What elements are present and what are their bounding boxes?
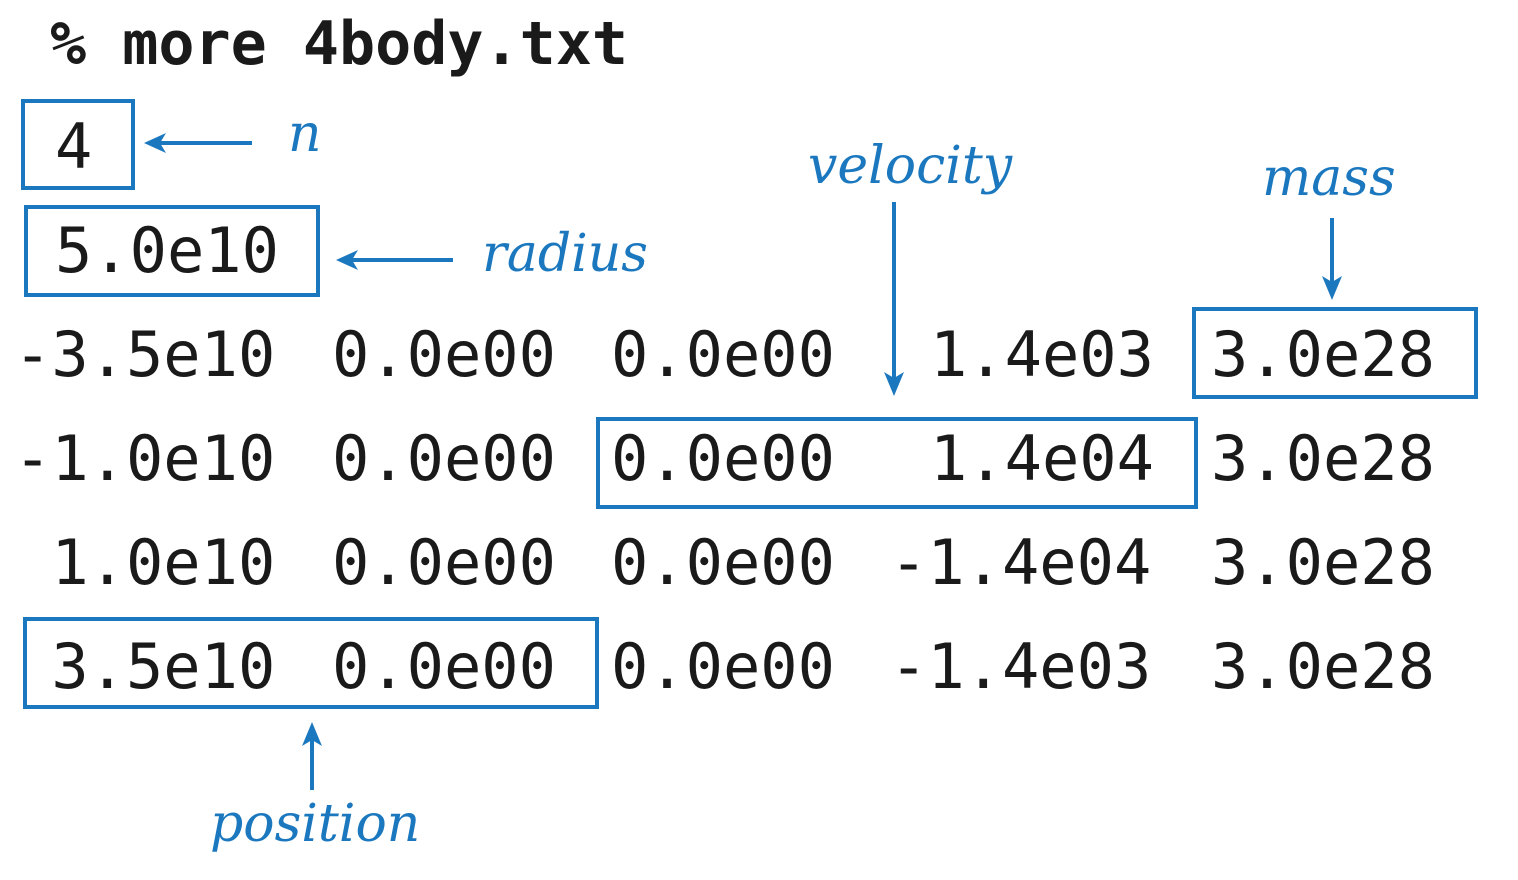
n-box bbox=[21, 99, 135, 190]
radius-box bbox=[24, 205, 320, 297]
position-box bbox=[23, 617, 599, 709]
radius-arrowhead bbox=[336, 250, 358, 270]
n-arrowhead bbox=[144, 133, 166, 153]
row-1-vy: 1.4e03 bbox=[930, 318, 1154, 391]
row-3-mass: 3.0e28 bbox=[1211, 526, 1435, 599]
row-2-vy: 1.4e04 bbox=[930, 422, 1154, 495]
row-3-vx: 0.0e00 bbox=[611, 526, 835, 599]
n-label: n bbox=[288, 104, 322, 164]
row-1-px: -3.5e10 bbox=[14, 318, 276, 391]
row-3-vy: -1.4e04 bbox=[890, 526, 1152, 599]
velocity-arrowhead bbox=[884, 372, 904, 396]
mass-arrowhead bbox=[1322, 276, 1342, 300]
row-1-py: 0.0e00 bbox=[332, 318, 556, 391]
velocity-box bbox=[596, 417, 1198, 509]
position-label: position bbox=[210, 794, 421, 854]
command-line: % more 4body.txt bbox=[50, 9, 628, 79]
mass-label: mass bbox=[1262, 148, 1396, 208]
row-1-vx: 0.0e00 bbox=[611, 318, 835, 391]
row-2-px: -1.0e10 bbox=[14, 422, 276, 495]
position-arrowhead bbox=[302, 722, 322, 746]
row-3-py: 0.0e00 bbox=[332, 526, 556, 599]
row-4-vx: 0.0e00 bbox=[611, 630, 835, 703]
row-1-mass: 3.0e28 bbox=[1211, 318, 1435, 391]
row-2-py: 0.0e00 bbox=[332, 422, 556, 495]
radius-label: radius bbox=[482, 224, 648, 284]
row-4-px: 3.5e10 bbox=[14, 630, 276, 703]
row-2-vx: 0.0e00 bbox=[611, 422, 835, 495]
row-3-px: 1.0e10 bbox=[14, 526, 276, 599]
velocity-label: velocity bbox=[808, 136, 1013, 196]
radius-value: 5.0e10 bbox=[55, 214, 279, 287]
row-4-vy: -1.4e03 bbox=[890, 630, 1152, 703]
row-4-py: 0.0e00 bbox=[332, 630, 556, 703]
n-value: 4 bbox=[55, 110, 93, 183]
row-4-mass: 3.0e28 bbox=[1211, 630, 1435, 703]
row-2-mass: 3.0e28 bbox=[1211, 422, 1435, 495]
mass-box bbox=[1192, 307, 1478, 399]
